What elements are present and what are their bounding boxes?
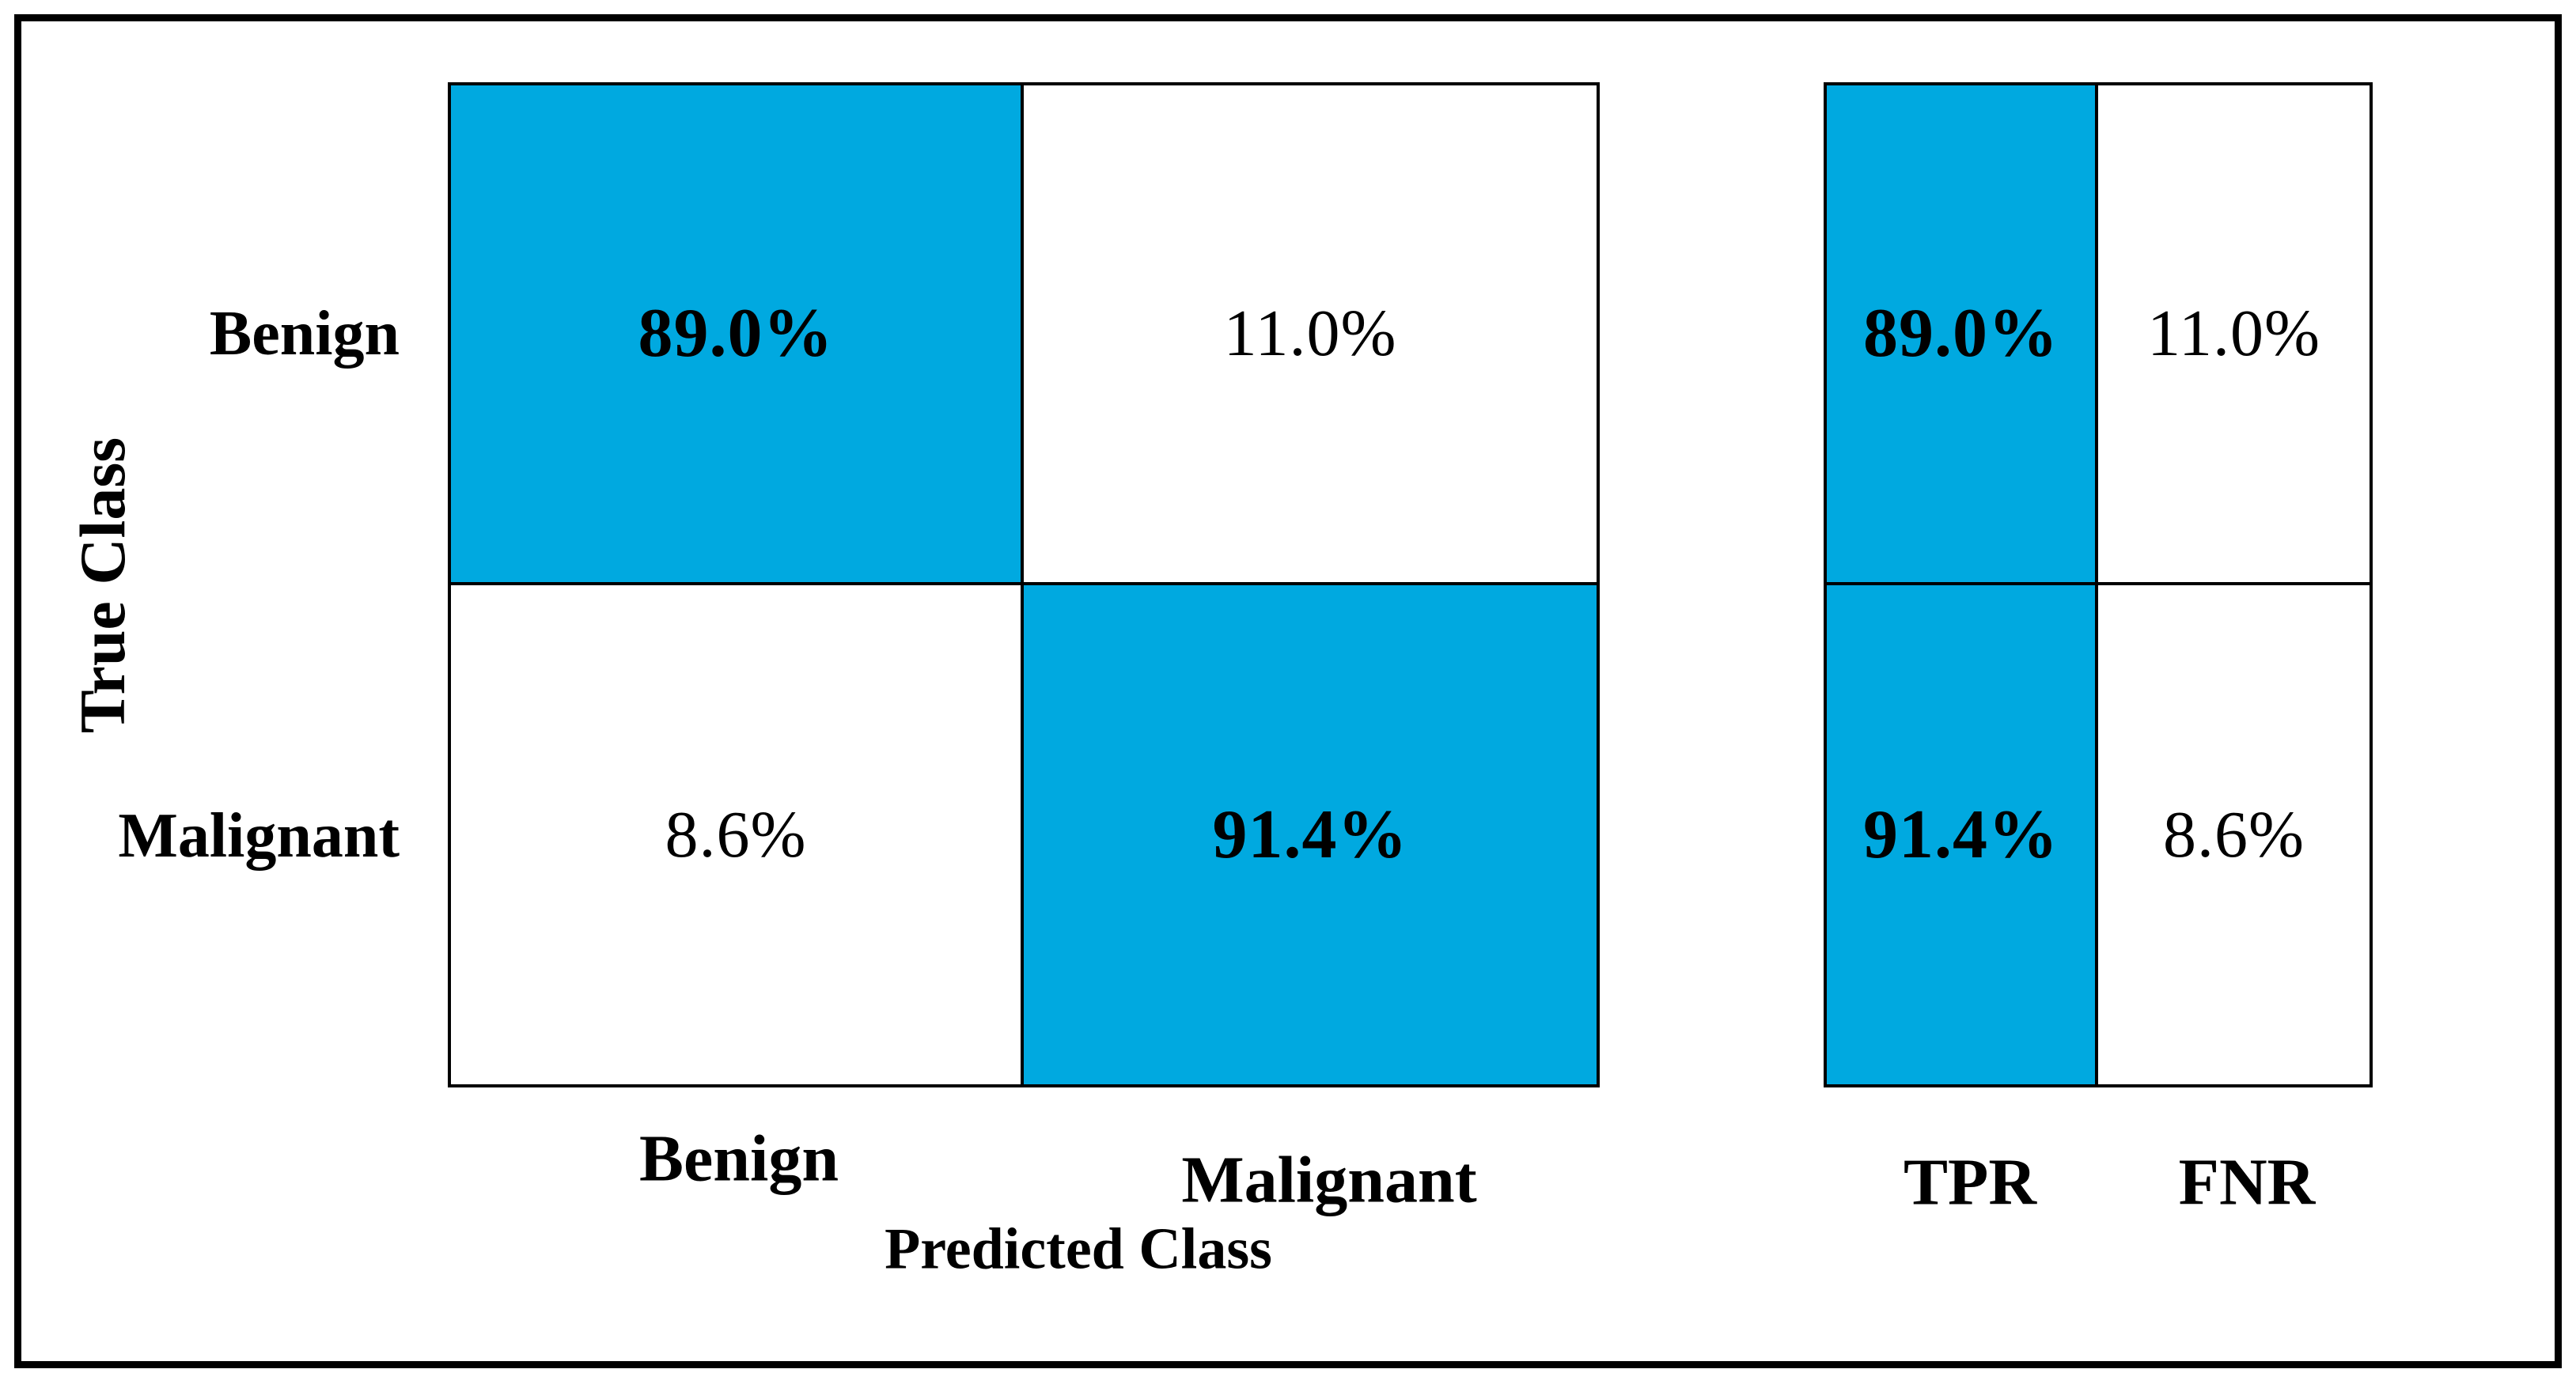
- cell-value: 89.0%: [638, 295, 834, 373]
- summary-cell-fnr-benign: 11.0%: [2098, 85, 2370, 585]
- col-label-benign: Benign: [638, 1121, 839, 1196]
- cell-true-benign-pred-benign: 89.0%: [451, 85, 1024, 585]
- summary-grid: 89.0% 11.0% 91.4% 8.6%: [1824, 82, 2373, 1087]
- cell-value: 91.4%: [1212, 796, 1408, 873]
- confusion-matrix-grid: 89.0% 11.0% 8.6% 91.4%: [448, 82, 1600, 1087]
- cell-value: 11.0%: [1223, 297, 1397, 371]
- cell-value: 8.6%: [665, 797, 807, 872]
- x-axis-label: Predicted Class: [885, 1216, 1272, 1282]
- summary-value: 91.4%: [1863, 796, 2059, 873]
- cell-true-malignant-pred-benign: 8.6%: [451, 584, 1024, 1084]
- y-axis-label: True Class: [66, 437, 138, 734]
- summary-value: 11.0%: [2147, 297, 2320, 371]
- row-label-malignant: Malignant: [118, 800, 400, 871]
- summary-cell-tpr-benign: 89.0%: [1827, 85, 2098, 585]
- cell-true-malignant-pred-malignant: 91.4%: [1024, 584, 1597, 1084]
- figure-border: [14, 14, 2562, 1368]
- summary-cell-tpr-malignant: 91.4%: [1827, 584, 2098, 1084]
- row-label-benign: Benign: [209, 298, 400, 369]
- summary-cell-fnr-malignant: 8.6%: [2098, 584, 2370, 1084]
- cell-true-benign-pred-malignant: 11.0%: [1024, 85, 1597, 585]
- summary-value: 89.0%: [1863, 295, 2059, 373]
- summary-value: 8.6%: [2163, 797, 2305, 872]
- summary-col-label-fnr: FNR: [2178, 1145, 2316, 1220]
- col-label-malignant: Malignant: [1181, 1143, 1477, 1217]
- summary-col-label-tpr: TPR: [1904, 1145, 2036, 1220]
